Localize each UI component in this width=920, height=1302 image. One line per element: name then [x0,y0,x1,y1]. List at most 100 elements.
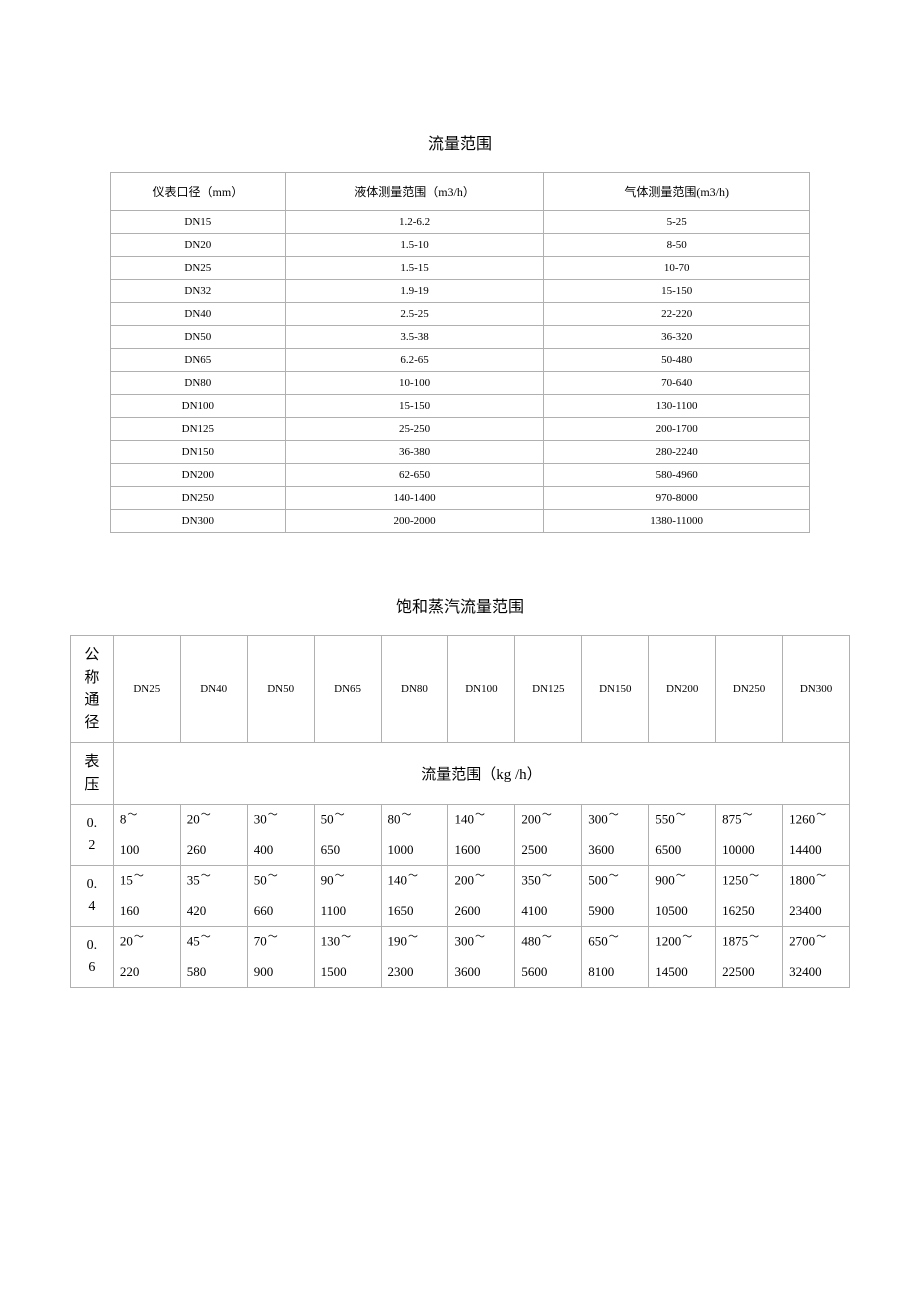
tilde-icon: ～ [816,871,826,882]
tilde-icon: ～ [816,810,826,821]
flow-min: 1800～ [789,870,843,889]
flow-max: 32400 [789,964,843,981]
dn-column-header: DN125 [515,636,582,743]
table-row: DN250140-1400970-8000 [111,487,810,510]
table-cell: DN15 [111,211,286,234]
flow-min: 300～ [454,931,508,950]
table-cell: DN32 [111,280,286,303]
table1-title: 流量范围 [110,130,810,154]
flow-range-table: 仪表口径（mm） 液体测量范围（m3/h） 气体测量范围(m3/h) DN151… [110,172,810,533]
flow-min: 1250～ [722,870,776,889]
flow-max: 160 [120,903,174,920]
table-row: DN12525-250200-1700 [111,418,810,441]
tilde-icon: ～ [542,871,552,882]
tilde-icon: ～ [408,871,418,882]
tilde-icon: ～ [127,810,137,821]
table-row: DN251.5-1510-70 [111,257,810,280]
table-cell: 1.9-19 [285,280,544,303]
table-cell: 130-1100 [544,395,810,418]
table-cell: DN20 [111,234,286,257]
flow-max: 4100 [521,903,575,920]
table1-header-row: 仪表口径（mm） 液体测量范围（m3/h） 气体测量范围(m3/h) [111,173,810,211]
flow-value-cell: 350～4100 [515,866,582,927]
flow-value-cell: 875～10000 [716,805,783,866]
flow-value-cell: 8～ 100 [113,805,180,866]
table-cell: DN80 [111,372,286,395]
table-cell: 36-320 [544,326,810,349]
flow-min: 200～ [454,870,508,889]
table-cell: DN50 [111,326,286,349]
flow-value-cell: 30～400 [247,805,314,866]
table-cell: 140-1400 [285,487,544,510]
flow-max: 400 [254,842,308,859]
tilde-icon: ～ [402,810,412,821]
flow-min: 140～ [454,809,508,828]
table1-col-header: 气体测量范围(m3/h) [544,173,810,211]
table-cell: 15-150 [285,395,544,418]
flow-min: 1875～ [722,931,776,950]
flow-value-cell: 900～10500 [649,866,716,927]
table-cell: 280-2240 [544,441,810,464]
flow-value-cell: 1200～14500 [649,927,716,988]
tilde-icon: ～ [335,810,345,821]
flow-max: 2600 [454,903,508,920]
dn-column-header: DN25 [113,636,180,743]
tilde-icon: ～ [268,810,278,821]
flow-max: 3600 [454,964,508,981]
flow-max: 420 [187,903,241,920]
tilde-icon: ～ [749,932,759,943]
tilde-icon: ～ [408,932,418,943]
flow-max: 100 [120,842,174,859]
spacer [110,533,810,593]
flow-min: 500～ [588,870,642,889]
table-row: DN20062-650580-4960 [111,464,810,487]
flow-max: 2500 [521,842,575,859]
nominal-diameter-label: 公称通径 [71,636,114,743]
dn-column-header: DN100 [448,636,515,743]
dn-column-header: DN50 [247,636,314,743]
tilde-icon: ～ [475,932,485,943]
flow-max: 23400 [789,903,843,920]
dn-column-header: DN65 [314,636,381,743]
flow-max: 660 [254,903,308,920]
flow-value-cell: 200～ 2600 [448,866,515,927]
flow-max: 5600 [521,964,575,981]
table-cell: 50-480 [544,349,810,372]
table-cell: 1.5-15 [285,257,544,280]
flow-max: 14400 [789,842,843,859]
flow-min: 2700～ [789,931,843,950]
table-cell: 10-100 [285,372,544,395]
flow-value-cell: 80～1000 [381,805,448,866]
table-cell: 970-8000 [544,487,810,510]
table-cell: 1.2-6.2 [285,211,544,234]
flow-value-cell: 190～2300 [381,927,448,988]
flow-max: 650 [321,842,375,859]
dn-column-header: DN300 [783,636,850,743]
tilde-icon: ～ [268,871,278,882]
flow-max: 2300 [388,964,442,981]
table-cell: 6.2-65 [285,349,544,372]
table2-subheader-row: 表压流量范围（kg /h） [71,743,850,805]
table-cell: 62-650 [285,464,544,487]
flow-max: 5900 [588,903,642,920]
flow-max: 1100 [321,903,375,920]
tilde-icon: ～ [749,871,759,882]
tilde-icon: ～ [609,810,619,821]
flow-min: 70～ [254,931,308,950]
tilde-icon: ～ [676,810,686,821]
table-row: DN15036-380280-2240 [111,441,810,464]
tilde-icon: ～ [335,871,345,882]
tilde-icon: ～ [134,932,144,943]
flow-min: 480～ [521,931,575,950]
table-row: DN503.5-3836-320 [111,326,810,349]
flow-max: 14500 [655,964,709,981]
flow-min: 8～ [120,809,174,828]
table-cell: 15-150 [544,280,810,303]
pressure-cell: 0.6 [71,927,114,988]
tilde-icon: ～ [743,810,753,821]
flow-value-cell: 1250～16250 [716,866,783,927]
table-cell: DN40 [111,303,286,326]
table-cell: 10-70 [544,257,810,280]
dn-column-header: DN200 [649,636,716,743]
flow-value-cell: 1800～ 23400 [783,866,850,927]
